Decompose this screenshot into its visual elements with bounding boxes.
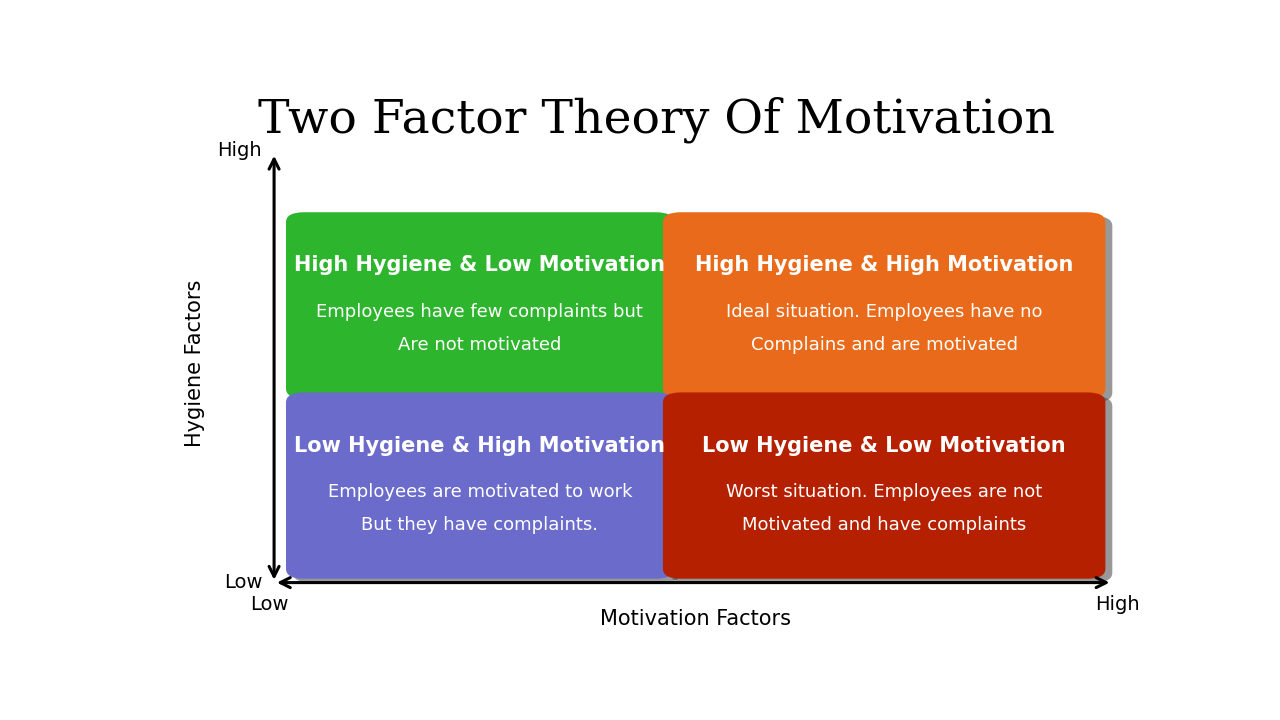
FancyBboxPatch shape [293,396,681,582]
FancyBboxPatch shape [293,216,681,402]
FancyBboxPatch shape [663,392,1106,579]
Text: But they have complaints.: But they have complaints. [361,516,599,534]
Text: Low: Low [224,573,262,592]
Text: High Hygiene & High Motivation: High Hygiene & High Motivation [695,256,1074,276]
Text: Complains and are motivated: Complains and are motivated [750,336,1018,354]
Text: Are not motivated: Are not motivated [398,336,562,354]
Text: High Hygiene & Low Motivation: High Hygiene & Low Motivation [294,256,666,276]
FancyBboxPatch shape [669,396,1112,582]
Text: Low Hygiene & Low Motivation: Low Hygiene & Low Motivation [703,436,1066,456]
Text: Ideal situation. Employees have no: Ideal situation. Employees have no [726,303,1042,321]
Text: High: High [1094,595,1139,614]
Text: Low Hygiene & High Motivation: Low Hygiene & High Motivation [294,436,666,456]
FancyBboxPatch shape [285,392,673,579]
Text: High: High [218,140,262,160]
FancyBboxPatch shape [285,212,673,399]
Text: Employees are motivated to work: Employees are motivated to work [328,483,632,501]
FancyBboxPatch shape [669,216,1112,402]
Text: Motivated and have complaints: Motivated and have complaints [742,516,1027,534]
Text: Hygiene Factors: Hygiene Factors [184,280,205,447]
Text: Low: Low [250,595,288,614]
Text: Worst situation. Employees are not: Worst situation. Employees are not [726,483,1042,501]
Text: Employees have few complaints but: Employees have few complaints but [316,303,644,321]
Text: Two Factor Theory Of Motivation: Two Factor Theory Of Motivation [257,96,1055,143]
Text: Motivation Factors: Motivation Factors [600,608,791,629]
FancyBboxPatch shape [663,212,1106,399]
